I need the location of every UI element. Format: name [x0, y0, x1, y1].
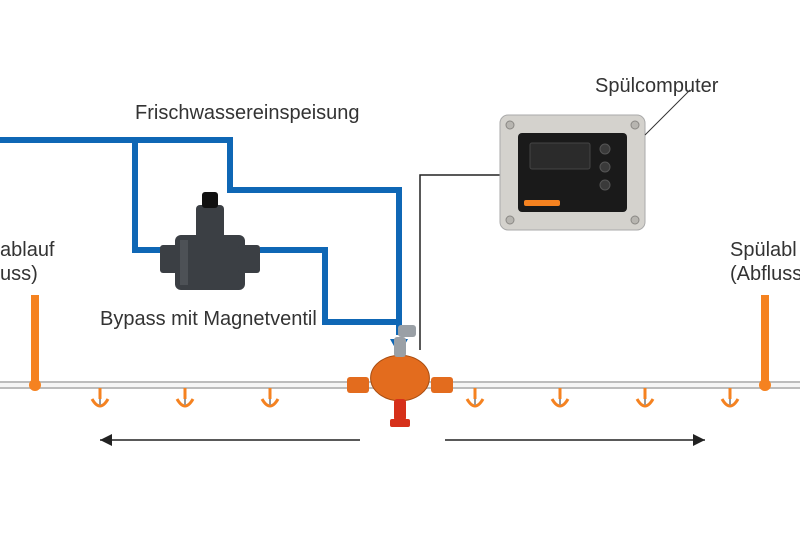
label-fresh-water: Frischwassereinspeisung	[135, 102, 360, 125]
nipple-drinker	[637, 388, 653, 406]
diagram-stage: Frischwassereinspeisung Spülcomputer Byp…	[0, 0, 800, 533]
nipple-drinker	[177, 388, 193, 406]
flow-arrow-right-head	[693, 434, 705, 446]
drain-left-joint	[29, 379, 41, 391]
label-drain-right-top: Spülabl	[730, 239, 797, 262]
drain-right-joint	[759, 379, 771, 391]
flow-arrow-left-head	[100, 434, 112, 446]
control-wire	[420, 175, 500, 350]
nipple-drinker	[552, 388, 568, 406]
nipple-drinker	[92, 388, 108, 406]
label-bypass: Bypass mit Magnetventil	[100, 308, 317, 331]
label-flush-computer: Spülcomputer	[595, 75, 718, 98]
label-drain-right-bottom: (Abfluss	[730, 263, 800, 286]
nipple-drinker	[722, 388, 738, 406]
nipple-drinker	[467, 388, 483, 406]
label-drain-left-bottom: uss)	[0, 263, 38, 286]
flush-computer	[500, 90, 690, 230]
flow-bypass-in	[135, 140, 170, 250]
label-drain-left-top: ablauf	[0, 239, 55, 262]
solenoid-valve	[160, 192, 260, 290]
pressure-regulator	[347, 325, 453, 427]
nipple-drinker	[262, 388, 278, 406]
